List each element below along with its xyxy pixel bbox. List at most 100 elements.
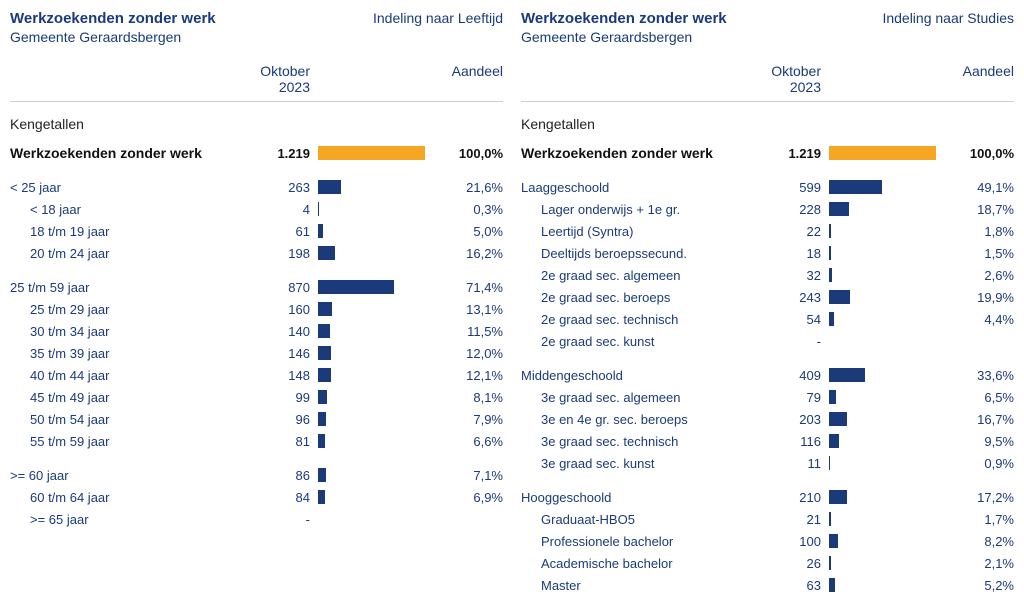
group-row: Middengeschoold40933,6% — [521, 364, 1014, 386]
bar-fill — [829, 490, 847, 504]
bar-outer — [829, 490, 936, 504]
row-bar — [310, 390, 433, 404]
row-label: Deeltijds beroepssecund. — [521, 246, 761, 261]
bar-fill — [318, 180, 341, 194]
row-label: >= 60 jaar — [10, 468, 250, 483]
sub-row: 45 t/m 49 jaar998,1% — [10, 386, 503, 408]
row-label: Middengeschoold — [521, 368, 761, 383]
row-value: 26 — [761, 556, 821, 571]
column-header: Oktober 2023Aandeel — [521, 63, 1014, 102]
panels: Werkzoekenden zonder werkGemeente Geraar… — [10, 10, 1014, 596]
row-value: 228 — [761, 202, 821, 217]
row-value: 96 — [250, 412, 310, 427]
row-bar — [821, 312, 944, 326]
row-value: 870 — [250, 280, 310, 295]
bar-outer — [829, 578, 936, 592]
group-row: Laaggeschoold59949,1% — [521, 176, 1014, 198]
bar-fill — [318, 412, 326, 426]
bar-outer — [318, 302, 425, 316]
row-value: - — [250, 512, 310, 527]
gap — [10, 164, 503, 176]
gap — [521, 164, 1014, 176]
row-pct: 1,8% — [944, 224, 1014, 239]
row-value: 32 — [761, 268, 821, 283]
bar-outer — [318, 224, 425, 238]
row-pct: 21,6% — [433, 180, 503, 195]
sub-row: Academische bachelor262,1% — [521, 552, 1014, 574]
row-pct: 9,5% — [944, 434, 1014, 449]
row-label: 2e graad sec. technisch — [521, 312, 761, 327]
bar-fill — [318, 434, 325, 448]
col-period: Oktober 2023 — [250, 63, 310, 95]
row-label: Master — [521, 578, 761, 593]
sub-row: Leertijd (Syntra)221,8% — [521, 220, 1014, 242]
row-pct: 11,5% — [433, 324, 503, 339]
gap — [521, 352, 1014, 364]
row-bar — [821, 490, 944, 504]
panel-title: Werkzoekenden zonder werk — [10, 10, 216, 27]
bar-outer — [829, 224, 936, 238]
bar-outer — [829, 246, 936, 260]
row-bar — [821, 556, 944, 570]
row-value: - — [761, 334, 821, 349]
bar-fill — [318, 280, 394, 294]
panel-header: Werkzoekenden zonder werkGemeente Geraar… — [10, 10, 503, 45]
sub-row: 20 t/m 24 jaar198 16,2% — [10, 242, 503, 264]
row-label: Graduaat-HBO5 — [521, 512, 761, 527]
bar-outer — [318, 434, 425, 448]
sub-row: Lager onderwijs + 1e gr.22818,7% — [521, 198, 1014, 220]
header-left: Werkzoekenden zonder werkGemeente Geraar… — [10, 10, 216, 45]
row-value: 61 — [250, 224, 310, 239]
sub-row: 50 t/m 54 jaar967,9% — [10, 408, 503, 430]
row-value: 409 — [761, 368, 821, 383]
row-value: 203 — [761, 412, 821, 427]
bar-fill — [318, 224, 323, 238]
bar-outer — [318, 180, 425, 194]
sub-row: < 18 jaar40,3% — [10, 198, 503, 220]
row-value: 198 — [250, 246, 310, 261]
bar-outer — [318, 146, 425, 160]
sub-row: 55 t/m 59 jaar816,6% — [10, 430, 503, 452]
bar-outer — [318, 280, 425, 294]
row-pct: 16,2% — [433, 246, 503, 261]
row-bar — [821, 390, 944, 404]
row-label: 20 t/m 24 jaar — [10, 246, 250, 261]
sub-row: 3e graad sec. kunst110,9% — [521, 452, 1014, 474]
row-pct: 17,2% — [944, 490, 1014, 505]
row-bar — [821, 180, 944, 194]
row-label: 25 t/m 29 jaar — [10, 302, 250, 317]
row-bar — [821, 534, 944, 548]
row-label: < 25 jaar — [10, 180, 250, 195]
row-pct: 6,6% — [433, 434, 503, 449]
row-label: 45 t/m 49 jaar — [10, 390, 250, 405]
panel-header: Werkzoekenden zonder werkGemeente Geraar… — [521, 10, 1014, 45]
total-row: Werkzoekenden zonder werk1.219100,0% — [10, 142, 503, 164]
bar-outer — [318, 412, 425, 426]
row-pct: 6,9% — [433, 490, 503, 505]
row-pct: 13,1% — [433, 302, 503, 317]
bar-outer — [318, 368, 425, 382]
row-label: Laaggeschoold — [521, 180, 761, 195]
row-bar — [821, 146, 944, 160]
bar-fill — [829, 268, 832, 282]
bar-fill — [318, 368, 331, 382]
bar-outer — [829, 412, 936, 426]
bar-fill — [829, 146, 936, 160]
sub-row: 35 t/m 39 jaar14612,0% — [10, 342, 503, 364]
sub-row: Master635,2% — [521, 574, 1014, 596]
row-pct: 1,7% — [944, 512, 1014, 527]
row-label: >= 65 jaar — [10, 512, 250, 527]
row-bar — [310, 512, 433, 526]
bar-outer — [829, 146, 936, 160]
bar-fill — [829, 512, 831, 526]
row-label: Werkzoekenden zonder werk — [521, 145, 761, 161]
row-value: 4 — [250, 202, 310, 217]
classification-label: Indeling naar Leeftijd — [373, 10, 503, 26]
bar-outer — [318, 390, 425, 404]
row-bar — [821, 224, 944, 238]
col-bar — [310, 63, 433, 95]
bar-fill — [318, 346, 331, 360]
row-pct: 2,6% — [944, 268, 1014, 283]
row-pct: 4,4% — [944, 312, 1014, 327]
panel-title: Werkzoekenden zonder werk — [521, 10, 727, 27]
